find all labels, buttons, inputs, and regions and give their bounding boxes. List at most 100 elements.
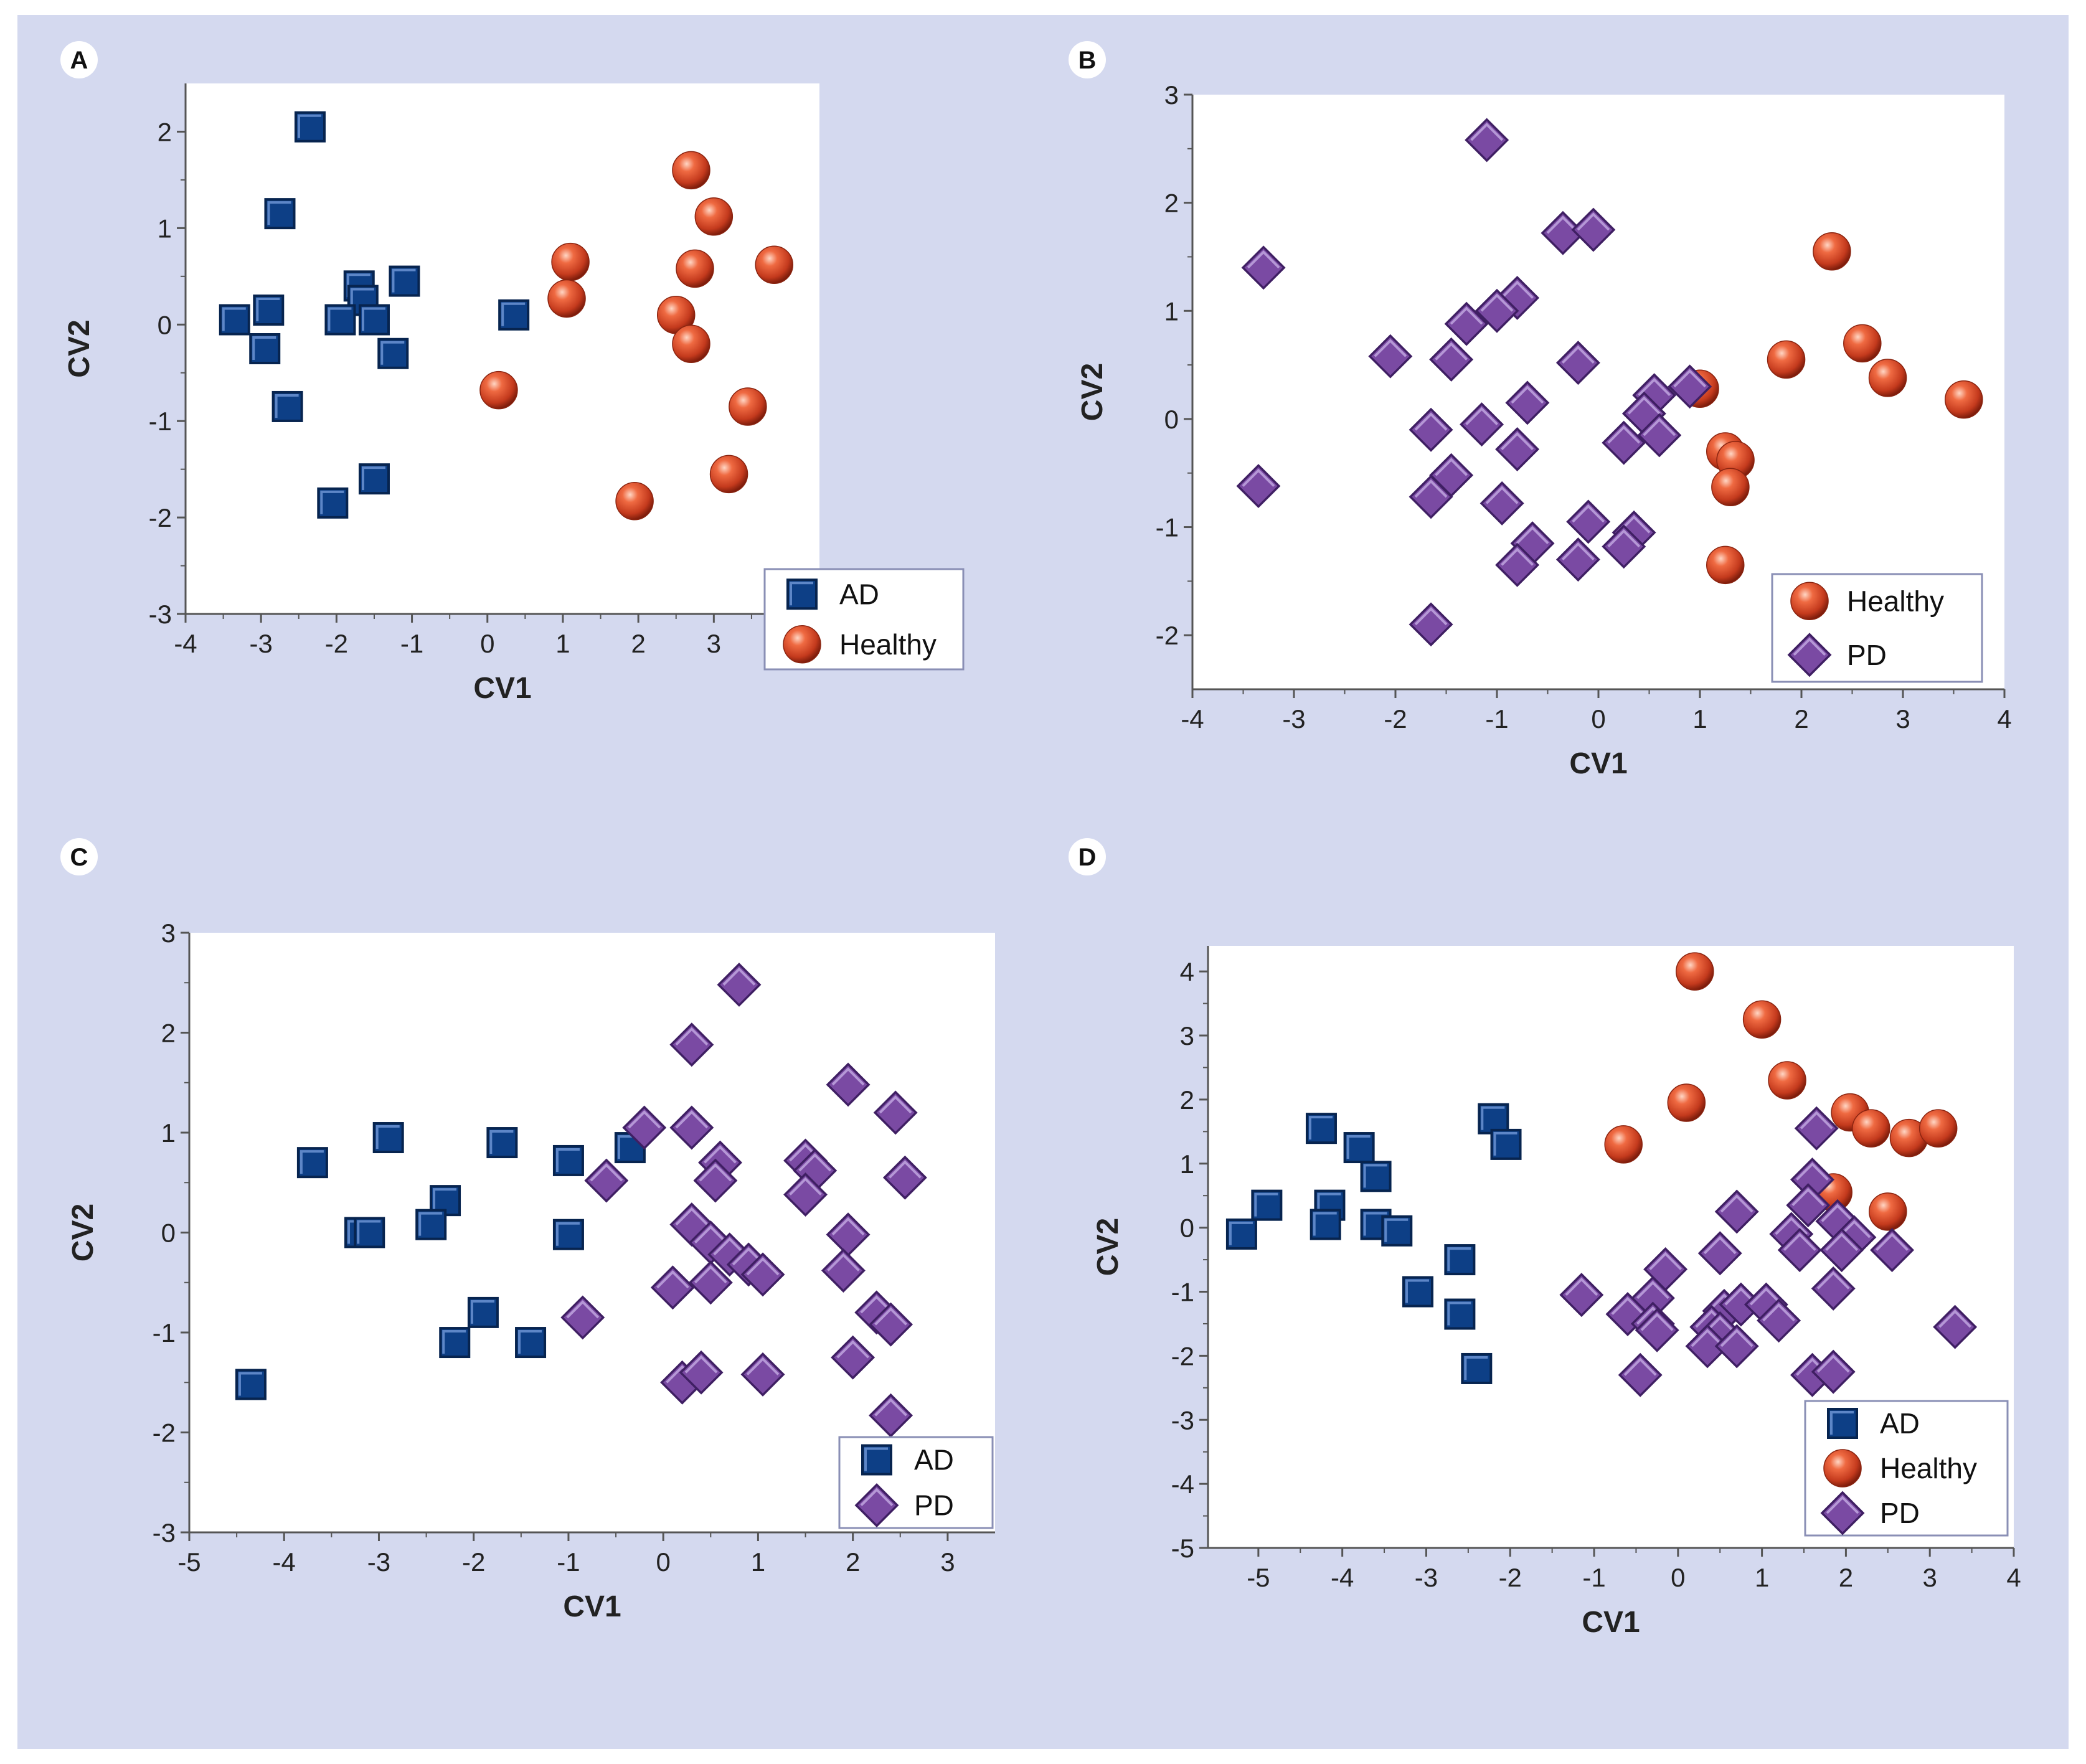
panel-d-point-ad	[1478, 1103, 1509, 1134]
panel-b-point-healthy	[1813, 232, 1851, 271]
panel-b-legend-marker-healthy	[1790, 582, 1829, 620]
panel-d-point-ad	[1305, 1113, 1337, 1144]
panel-c-series-ad	[235, 1122, 646, 1400]
panel-c-y-tick-label: 1	[161, 1118, 176, 1148]
panel-d-y-label: CV2	[1092, 1218, 1125, 1276]
panel-c-letter-badge: C	[60, 838, 98, 875]
panel-d-point-pd	[1933, 1304, 1978, 1349]
panel-a-x-tick-label: -4	[174, 629, 197, 658]
panel-d-point-ad	[1461, 1352, 1493, 1384]
panel-b-point-pd	[1668, 364, 1712, 409]
panel-a-point-ad	[219, 304, 250, 336]
panel-a-plot-area	[186, 83, 819, 614]
panel-d-legend-marker-ad	[1827, 1408, 1858, 1439]
panel-c-legend-item-ad: AD	[861, 1444, 954, 1476]
panel-a-x-tick-label: 2	[631, 629, 645, 658]
panel-c-y-tick-label: 3	[161, 918, 176, 948]
panel-c-point-pd	[622, 1105, 667, 1150]
panel-a-point-ad	[498, 299, 530, 331]
panel-a-y-tick-label: 2	[158, 117, 172, 146]
panel-d-series-ad	[1225, 1103, 1522, 1384]
panel-d-legend-item-healthy: Healthy	[1823, 1449, 1977, 1488]
panel-c-point-pd	[584, 1158, 629, 1203]
panel-d-series-pd	[1559, 1106, 1978, 1397]
panel-c-y-tick-label: -3	[153, 1518, 176, 1547]
panel-a-point-healthy	[551, 242, 590, 281]
panel-c-x-ticks: -5 -4 -3 -2 -1 0 1 2 3	[177, 1532, 955, 1577]
figure: A-3-2-1012-4-3-2-101234CV1CV2ADHealthyB-…	[17, 15, 2069, 1749]
panel-c-x-tick-label: 2	[846, 1547, 860, 1577]
panel-c-point-pd	[679, 1350, 724, 1395]
panel-a-point-ad	[271, 390, 303, 422]
panel-b-y-ticks: -2 -1 0 1 2 3	[1156, 80, 1192, 650]
panel-b-point-pd	[1460, 402, 1504, 447]
panel-a-letter: A	[70, 47, 88, 74]
panel-b-y-tick-label: 3	[1164, 80, 1179, 110]
panel-d-letter: D	[1078, 844, 1097, 871]
panel-d-point-healthy	[1604, 1125, 1643, 1164]
panel-b-point-healthy	[1945, 380, 1983, 419]
panel-a-legend-marker-ad	[786, 578, 818, 610]
panel-b-legend: Healthy PD	[1771, 573, 1983, 683]
panel-c-legend-label: PD	[914, 1489, 954, 1522]
panel-b-point-pd	[1495, 542, 1540, 587]
panel-d-x-tick-label: -3	[1415, 1563, 1438, 1592]
panel-d-y-tick-label: 3	[1180, 1021, 1194, 1050]
panel-b: B -2 -1 0 1 2 3 -4 -3 -2 -1 0 1 2 3 4 CV1 CV2 Healthy PD	[1069, 41, 2012, 780]
panel-b-x-ticks: -4 -3 -2 -1 0 1 2 3 4	[1181, 689, 2012, 733]
panel-c-point-ad	[552, 1144, 584, 1176]
panel-a-legend-label: AD	[839, 578, 879, 610]
panel-d-point-ad	[1402, 1276, 1433, 1308]
panel-d-point-pd	[1811, 1349, 1856, 1394]
panel-b-x-tick-label: 2	[1794, 704, 1808, 733]
panel-a-point-healthy	[672, 151, 710, 190]
panel-d-point-healthy	[1918, 1109, 1958, 1148]
panel-d-point-ad	[1444, 1244, 1476, 1276]
panel-b-point-pd	[1409, 602, 1453, 647]
panel-d-legend: AD Healthy PD	[1804, 1400, 2009, 1537]
panel-a-x-tick-label: 0	[480, 629, 494, 658]
panel-a-point-ad	[324, 304, 356, 336]
panel-c-point-ad	[515, 1327, 547, 1359]
panel-d-point-healthy	[1676, 952, 1714, 991]
panel-a-letter-badge: A	[60, 41, 98, 78]
panel-d: D -5 -4 -3 -2 -1 0 1 2 3 4 -5 -4 -3 -2 -1 0 1 2 3 4 CV1 CV2 AD H…	[1069, 838, 2021, 1639]
panel-c-y-tick-label: 2	[161, 1019, 176, 1048]
panel-d-point-pd	[1870, 1228, 1915, 1273]
panel-c-point-pd	[740, 1352, 785, 1397]
panel-b-point-pd	[1475, 288, 1519, 333]
panel-c-point-pd	[783, 1172, 828, 1217]
panel-d-point-pd	[1777, 1228, 1822, 1273]
panel-d-point-healthy	[1768, 1061, 1806, 1100]
panel-c-point-pd	[831, 1335, 875, 1380]
panel-c-point-pd	[669, 1105, 714, 1150]
panel-d-y-tick-label: -2	[1171, 1341, 1194, 1370]
panel-b-y-label: CV2	[1076, 363, 1109, 421]
panel-c-point-pd	[693, 1158, 738, 1203]
panel-b-x-tick-label: 4	[1997, 704, 2011, 733]
panel-d-point-healthy	[1667, 1083, 1706, 1122]
panel-c-point-ad	[235, 1369, 267, 1400]
panel-a-point-ad	[389, 265, 420, 297]
panel-d-point-pd	[1559, 1273, 1604, 1318]
panel-a-point-ad	[358, 463, 390, 495]
panel-d-point-pd	[1757, 1298, 1801, 1343]
panel-c-x-tick-label: -3	[367, 1547, 390, 1577]
panels: A-3-2-1012-4-3-2-101234CV1CV2ADHealthyB-…	[60, 41, 2021, 1639]
panel-c-point-ad	[372, 1122, 404, 1154]
panel-c-x-tick-label: -2	[462, 1547, 485, 1577]
panel-a-point-ad	[253, 295, 285, 326]
panel-b-point-pd	[1409, 407, 1453, 452]
panel-d-letter-badge: D	[1069, 838, 1106, 875]
panel-c-y-tick-label: -2	[153, 1418, 176, 1448]
panel-d-legend-label: Healthy	[1880, 1452, 1977, 1484]
panel-c-point-ad	[467, 1296, 499, 1328]
panel-b-point-pd	[1409, 474, 1453, 519]
panel-a-y-ticks: -3 -2 -1 0 1 2	[149, 117, 186, 629]
panel-d-legend-label: PD	[1880, 1497, 1920, 1529]
panel-d-y-tick-label: 0	[1180, 1214, 1194, 1243]
panel-b-point-pd	[1566, 499, 1611, 544]
panel-c-point-pd	[873, 1090, 918, 1135]
